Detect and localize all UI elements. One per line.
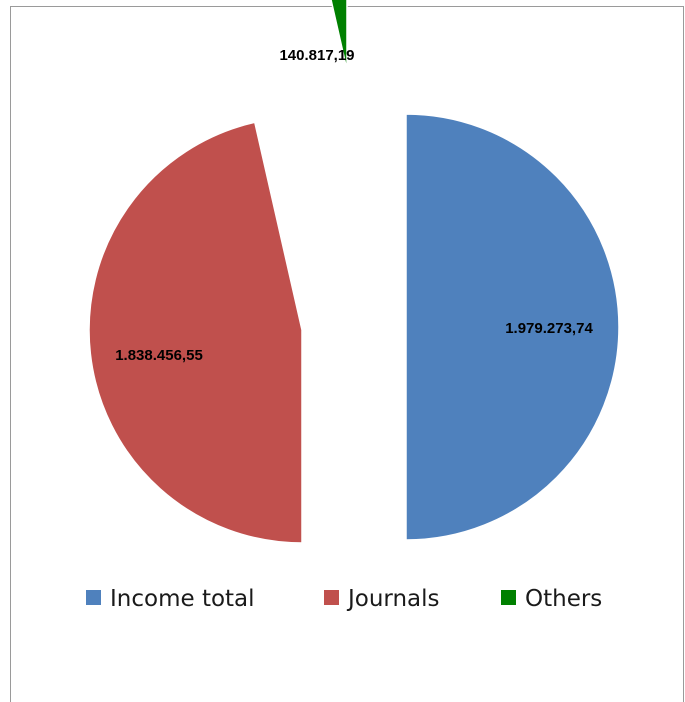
data-label-others: 140.817,19 <box>279 47 354 64</box>
data-label-journals: 1.838.456,55 <box>115 347 203 364</box>
legend-swatch-journals <box>324 590 339 605</box>
pie-data-labels: 1.979.273,74 1.838.456,55 140.817,19 <box>115 47 593 364</box>
legend-label-income-total: Income total <box>110 586 255 612</box>
pie-slices <box>88 0 620 544</box>
data-label-income-total: 1.979.273,74 <box>505 320 593 337</box>
legend-swatch-others <box>501 590 516 605</box>
pie-slice-income-total <box>405 113 620 541</box>
pie-slice-journals <box>88 121 303 544</box>
chart-legend: Income total Journals Others <box>86 586 602 612</box>
pie-slice-others <box>330 0 348 71</box>
legend-swatch-income-total <box>86 590 101 605</box>
legend-label-journals: Journals <box>346 586 440 612</box>
legend-label-others: Others <box>525 586 602 612</box>
